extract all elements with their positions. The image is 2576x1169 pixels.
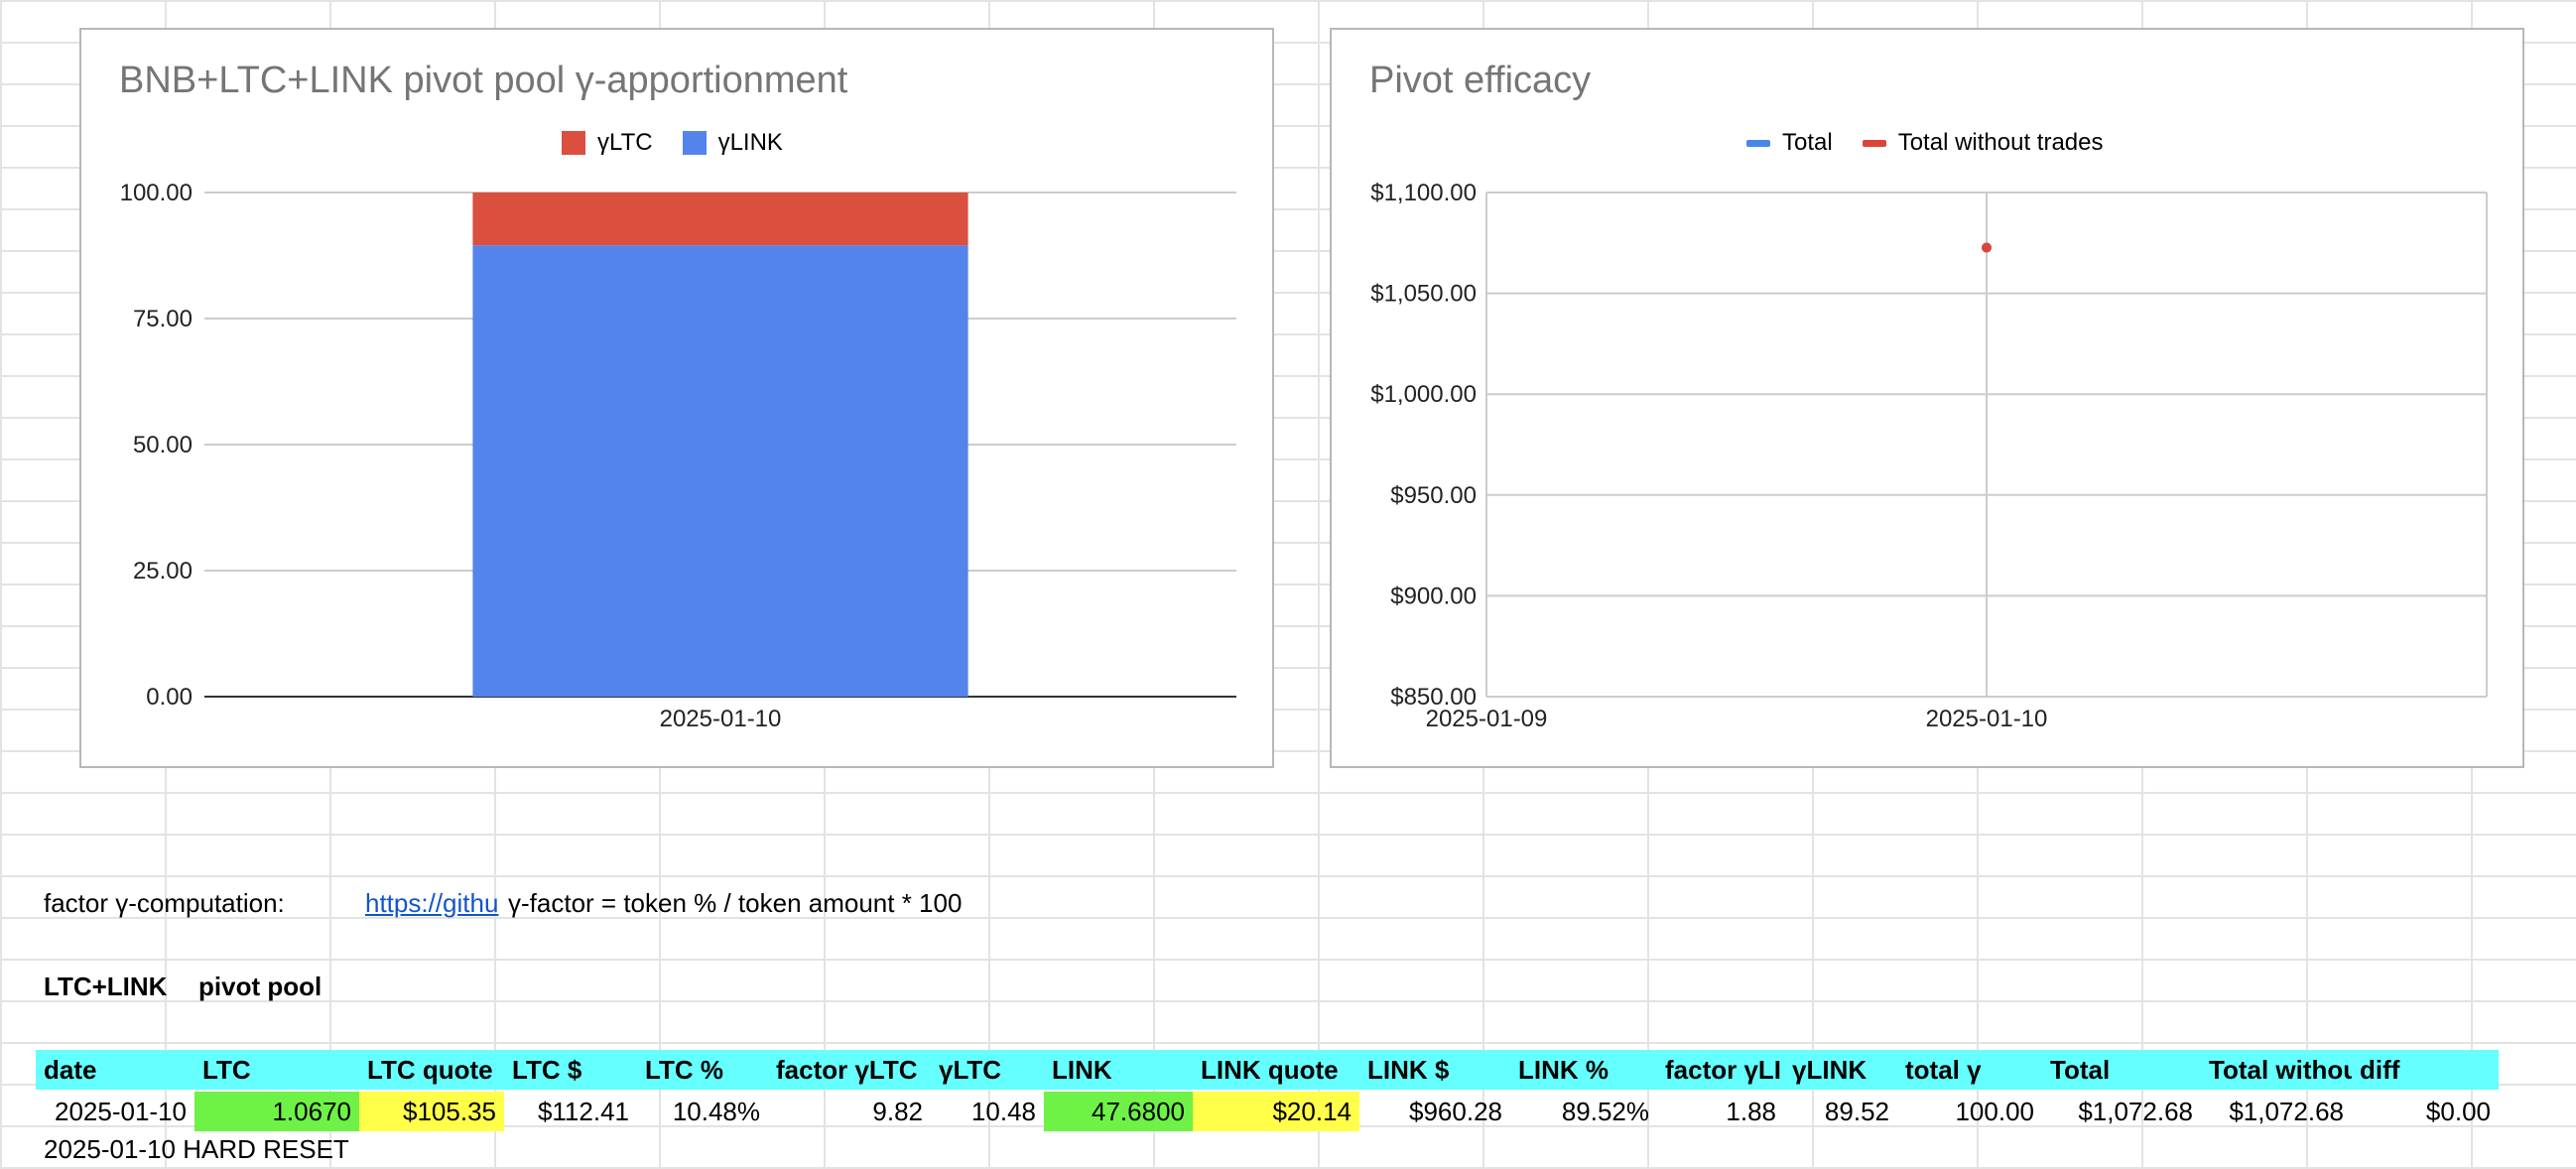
- bar-ltc: [472, 193, 968, 246]
- bar-link: [472, 245, 968, 697]
- factor-formula-cell[interactable]: γ-factor = token % / token amount * 100: [508, 888, 963, 918]
- chart-legend: Total Total without trades: [1746, 129, 2103, 157]
- table-cell[interactable]: 10.48: [970, 1097, 1036, 1126]
- table-cell[interactable]: 2025-01-10: [55, 1097, 187, 1126]
- legend-item-total: Total: [1746, 129, 1833, 157]
- table-cell[interactable]: 9.82: [872, 1097, 923, 1126]
- legend-swatch-link: [682, 131, 707, 155]
- apportionment-chart[interactable]: BNB+LTC+LINK pivot pool γ-apportionment …: [79, 28, 1274, 768]
- bar-chart-plot: 100.00 75.00 50.00 25.00 0.00 2025-01-10: [120, 180, 1236, 732]
- table-cell[interactable]: 47.6800: [1044, 1092, 1193, 1131]
- y-tick-label: $900.00: [1390, 583, 1477, 609]
- legend-item-ltc: γLTC: [562, 129, 653, 157]
- table-cell[interactable]: $0.00: [2425, 1097, 2491, 1126]
- column-header[interactable]: total γ: [1905, 1055, 1982, 1085]
- x-tick-label: 2025-01-10: [1926, 706, 2048, 732]
- column-header[interactable]: date: [44, 1055, 97, 1085]
- legend-swatch-total-without: [1862, 139, 1886, 147]
- table-cell[interactable]: $105.35: [359, 1092, 504, 1131]
- legend-label-total-without: Total without trades: [1897, 129, 2104, 156]
- x-tick-label: 2025-01-09: [1426, 706, 1548, 732]
- y-tick-label: $1,000.00: [1370, 381, 1477, 408]
- chart-title: BNB+LTC+LINK pivot pool γ-apportionment: [119, 60, 848, 101]
- legend-swatch-total: [1746, 139, 1770, 147]
- table-cell[interactable]: 1.88: [1726, 1097, 1776, 1126]
- column-header[interactable]: LINK %: [1518, 1055, 1609, 1085]
- y-tick-label: 0.00: [146, 684, 193, 711]
- y-tick-label: 50.00: [133, 432, 193, 458]
- column-header[interactable]: LINK quote: [1201, 1055, 1339, 1085]
- line-chart-plot: $1,100.00 $1,050.00 $1,000.00 $950.00 $900.0…: [1370, 180, 2488, 732]
- column-header[interactable]: diff: [2360, 1055, 2400, 1085]
- pool-name-cell[interactable]: LTC+LINK: [44, 972, 168, 1001]
- x-tick-label: 2025-01-10: [660, 706, 782, 732]
- column-header[interactable]: factor γLTC: [776, 1055, 918, 1085]
- column-header[interactable]: Total withou: [2209, 1055, 2352, 1085]
- y-tick-label: 25.00: [133, 558, 193, 584]
- y-tick-label: $1,100.00: [1370, 180, 1477, 206]
- table-cell[interactable]: $1,072.68: [2078, 1097, 2193, 1126]
- column-header[interactable]: LTC %: [645, 1055, 723, 1085]
- table-cell[interactable]: $112.41: [537, 1097, 629, 1126]
- table-cell[interactable]: 89.52: [1824, 1097, 1889, 1126]
- legend-label-total: Total: [1782, 129, 1833, 156]
- legend-swatch-ltc: [562, 131, 585, 155]
- column-header[interactable]: LTC $: [512, 1055, 582, 1085]
- factor-label-cell[interactable]: factor γ-computation:: [44, 888, 285, 918]
- y-tick-label: $850.00: [1390, 684, 1477, 711]
- y-tick-label: $1,050.00: [1370, 281, 1477, 308]
- table-cell[interactable]: 1.0670: [194, 1092, 359, 1131]
- column-header[interactable]: LTC quote: [367, 1055, 493, 1085]
- legend-item-link: γLINK: [682, 129, 783, 157]
- column-header[interactable]: γLINK: [1792, 1055, 1868, 1085]
- legend-label-link: γLINK: [717, 129, 783, 156]
- y-tick-label: 100.00: [120, 180, 193, 206]
- column-header[interactable]: LTC: [202, 1055, 251, 1085]
- chart-legend: γLTC γLINK: [562, 129, 783, 157]
- column-header[interactable]: LINK: [1052, 1055, 1112, 1085]
- column-header[interactable]: γLTC: [939, 1055, 1002, 1085]
- column-header[interactable]: factor γLI: [1665, 1055, 1782, 1085]
- table-cell[interactable]: $1,072.68: [2229, 1097, 2344, 1126]
- chart-title: Pivot efficacy: [1369, 60, 1592, 101]
- efficacy-chart[interactable]: Pivot efficacy Total Total without trade…: [1330, 28, 2524, 768]
- y-tick-label: 75.00: [133, 306, 193, 332]
- table-cell[interactable]: 10.48%: [672, 1097, 760, 1126]
- header-fill: [36, 1050, 2499, 1090]
- table-cell[interactable]: 100.00: [1955, 1097, 2034, 1126]
- table-cell[interactable]: $960.28: [1409, 1097, 1502, 1126]
- table-cell[interactable]: 89.52%: [1561, 1097, 1649, 1126]
- pool-label-cell[interactable]: pivot pool: [198, 972, 322, 1001]
- legend-item-total-without: Total without trades: [1862, 129, 2104, 157]
- column-header[interactable]: Total: [2050, 1055, 2111, 1085]
- next-row-partial[interactable]: 2025-01-10 HARD RESET: [44, 1134, 349, 1164]
- factor-link-cell[interactable]: https://githu: [365, 888, 499, 918]
- column-header[interactable]: LINK $: [1367, 1055, 1450, 1085]
- table-cell[interactable]: $20.14: [1193, 1092, 1359, 1131]
- legend-label-ltc: γLTC: [597, 129, 653, 156]
- y-tick-label: $950.00: [1390, 482, 1477, 509]
- point-total-without: [1982, 242, 1992, 253]
